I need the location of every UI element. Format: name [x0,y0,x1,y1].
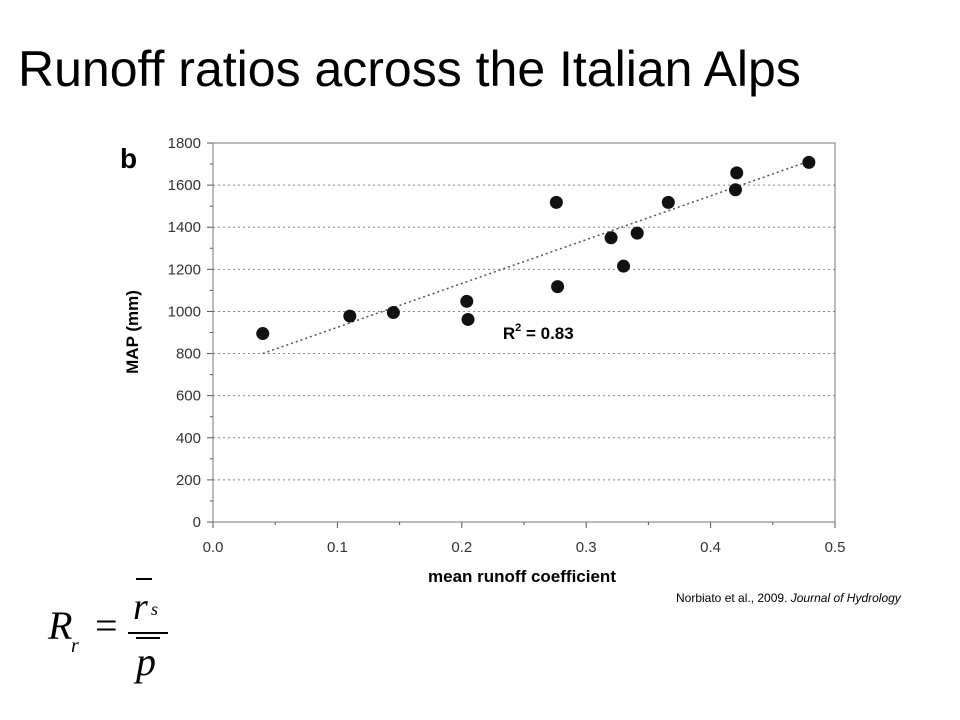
y-tick-label: 800 [176,346,201,363]
x-tick-label: 0.1 [327,539,348,556]
x-axis-label: mean runoff coefficient [428,567,616,586]
data-point [460,294,474,308]
data-point [549,195,563,209]
r2-prefix: R [503,324,515,343]
data-point [630,226,644,240]
y-tick-label: 0 [193,514,201,531]
plot-frame [212,142,836,523]
denominator-overbar [136,637,160,639]
y-tick-label: 1400 [168,219,201,236]
formula-lhs: R [48,603,73,648]
citation-authors: Norbiato et al., 2009. [676,591,791,605]
formula-lhs-subscript: r [71,635,79,657]
numerator-overbar [136,578,152,580]
axes [207,142,836,528]
y-tick-label: 200 [176,472,201,489]
data-point [617,259,631,273]
data-point [461,312,475,326]
y-axis-label: MAP (mm) [123,290,142,374]
x-tick-label: 0.3 [576,539,597,556]
slide-title: Runoff ratios across the Italian Alps [18,41,801,97]
data-point [386,305,400,319]
data-point [728,183,742,197]
y-tick-label: 600 [176,388,201,405]
citation: Norbiato et al., 2009. Journal of Hydrol… [676,591,901,605]
formula-numerator: r [133,586,148,628]
data-point [343,309,357,323]
formula-equals: = [95,603,118,648]
data-point [551,280,565,294]
citation-journal: Journal of Hydrology [790,591,901,605]
x-tick-label: 0.0 [203,539,224,556]
x-tick-label: 0.4 [700,539,721,556]
grid-lines [213,142,835,481]
x-tick-label: 0.5 [825,539,846,556]
panel-label: b [120,143,137,174]
x-tick-label: 0.2 [451,539,472,556]
y-tick-label: 1000 [168,303,201,320]
formula-numerator-subscript: s [151,599,159,619]
data-point [661,195,675,209]
formula-denominator: p [136,639,156,684]
y-tick-label: 1200 [168,261,201,278]
r-squared-annotation: R2 = 0.83 [503,322,574,343]
data-point [802,155,816,169]
trendline-layer [262,162,805,355]
r2-superscript: 2 [515,322,521,334]
r2-value: = 0.83 [521,324,573,343]
tick-labels: 0 200 400 600 800 1000 1200 1400 1600 1800 0.0 0.1 0… [168,135,846,556]
data-point [604,231,618,245]
y-tick-label: 1800 [168,135,201,152]
fraction-bar [128,632,168,634]
y-tick-label: 1600 [168,177,201,194]
data-point [256,327,270,341]
y-tick-label: 400 [176,430,201,447]
runoff-ratio-formula: R r = r s p [0,0,200,720]
trendline [262,162,805,355]
data-point [730,166,744,180]
data-points [256,155,816,341]
